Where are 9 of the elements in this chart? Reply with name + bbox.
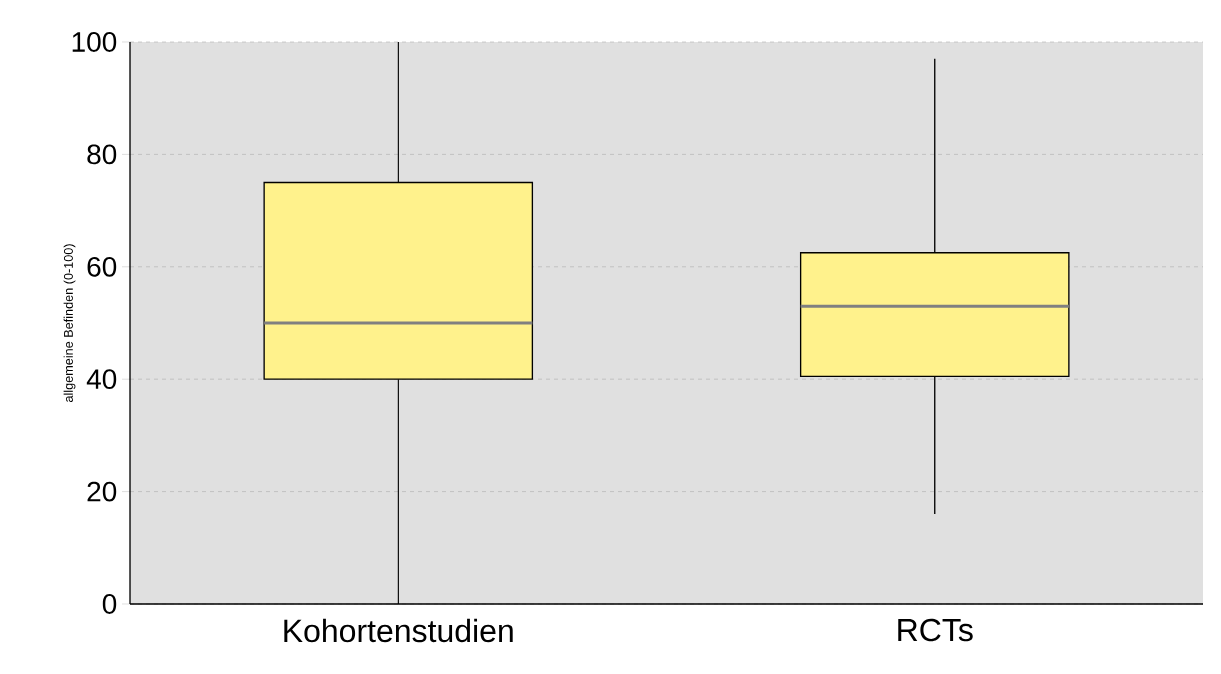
- y-tick-label: 60: [87, 256, 117, 277]
- y-tick-label: 0: [102, 594, 117, 614]
- y-axis-title: allgemeine Befinden (0-100): [63, 244, 76, 403]
- y-tick-label: 20: [87, 481, 117, 502]
- x-tick-label: RCTs: [898, 618, 973, 642]
- x-tick-label: Kohortenstudien: [284, 618, 513, 643]
- y-tick-label: 40: [86, 369, 117, 390]
- y-tick-label: 100: [72, 32, 117, 52]
- y-tick-label: 80: [87, 144, 117, 165]
